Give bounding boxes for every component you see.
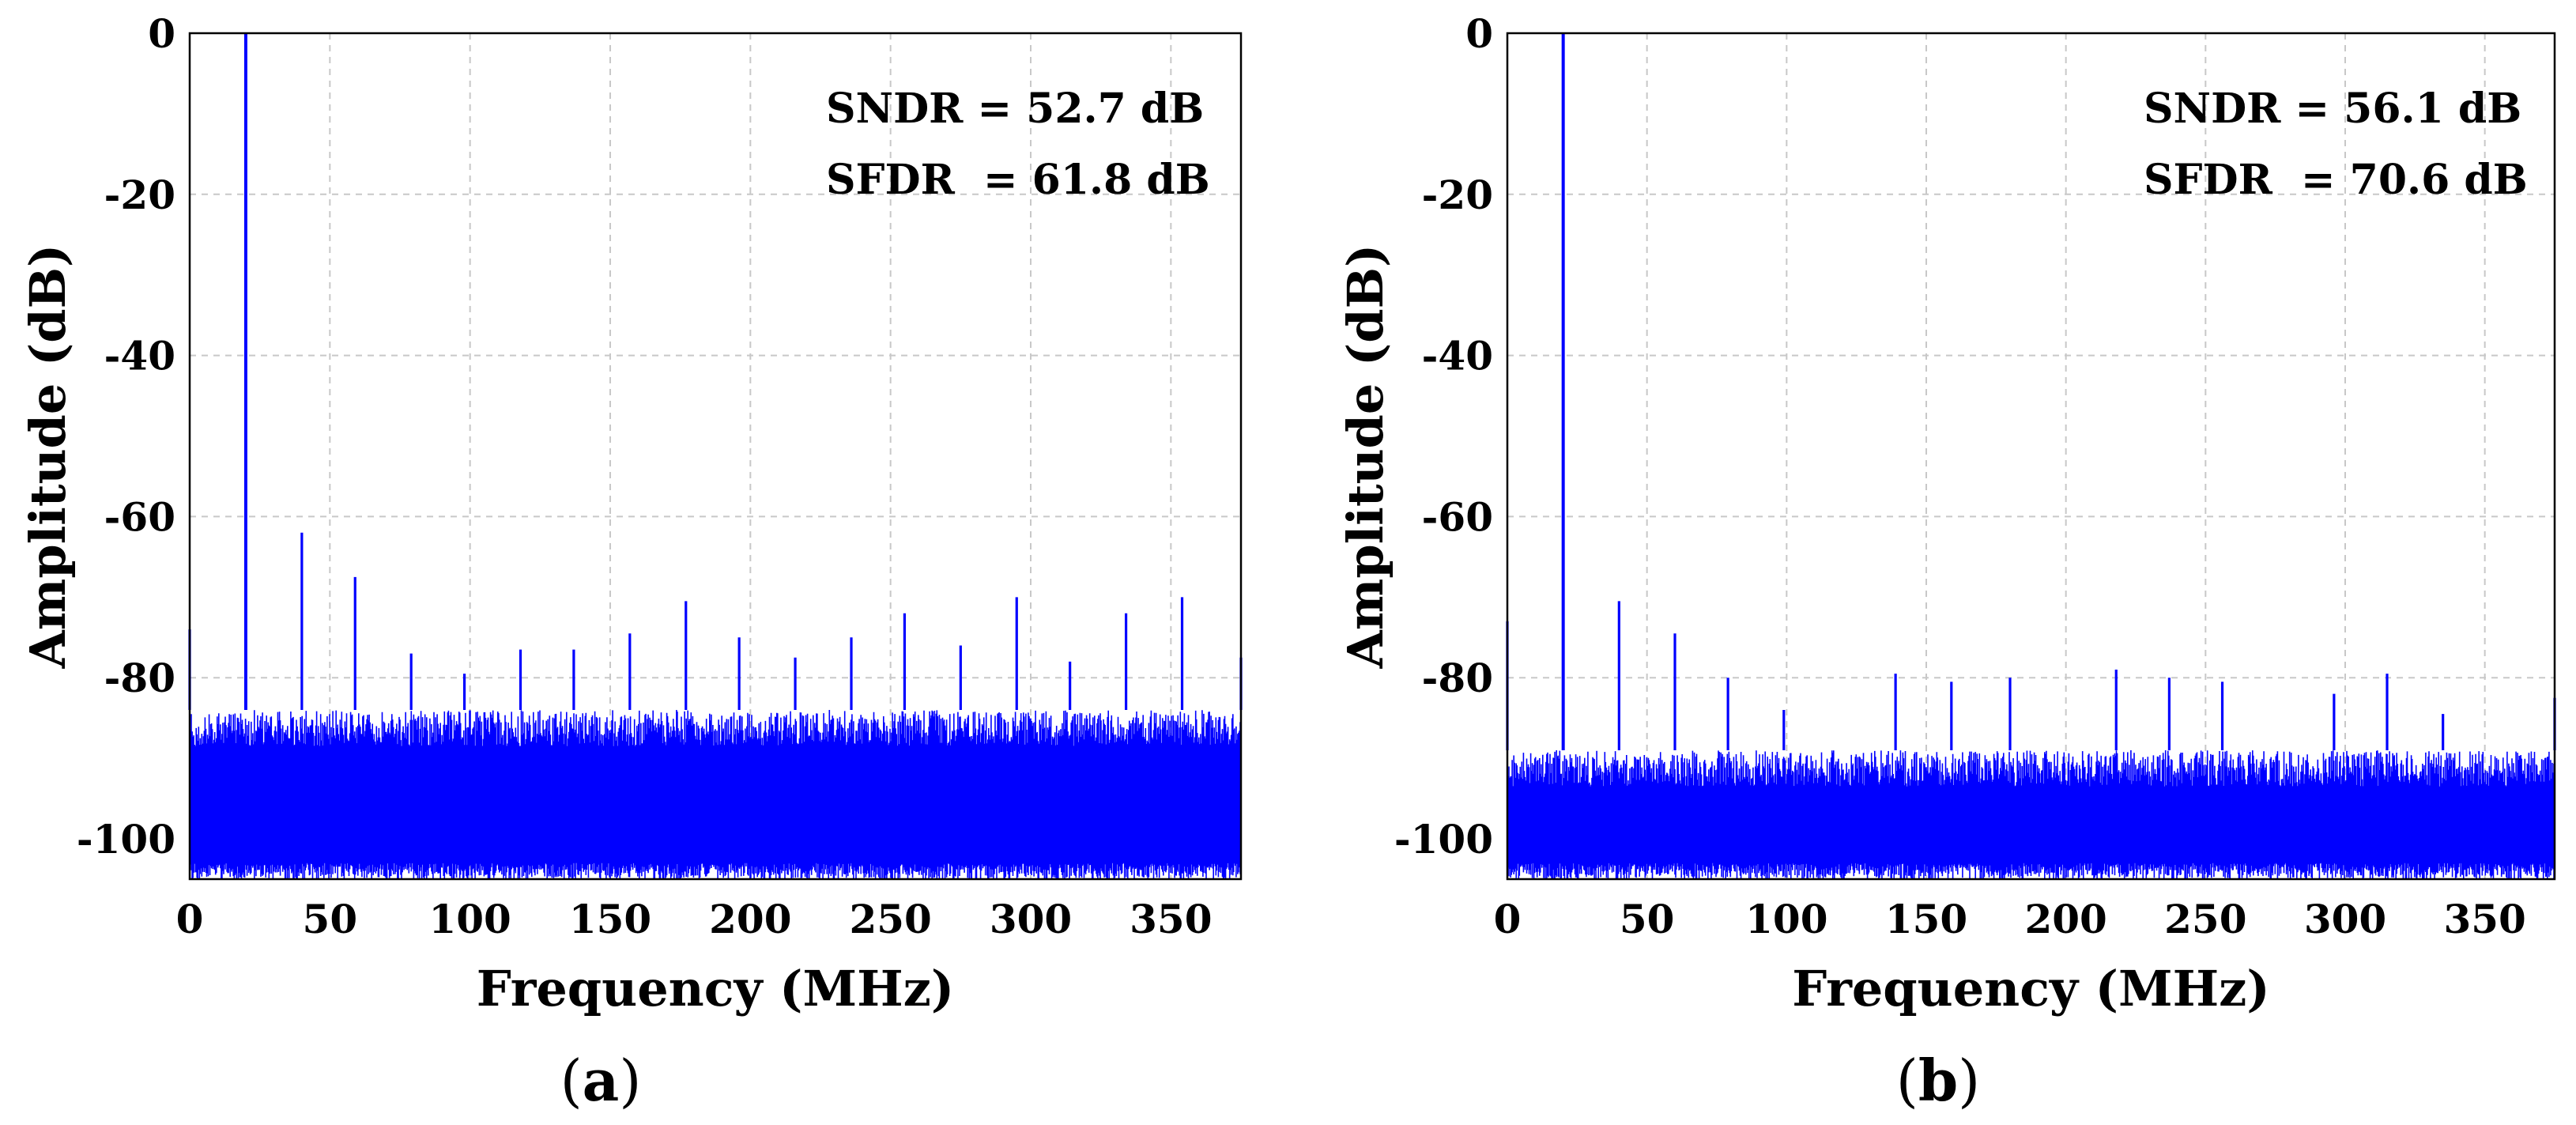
- plot-frame-b: [1506, 32, 2556, 881]
- x-tick-label-a: 350: [1130, 896, 1212, 942]
- chart-panel-b: 0 50 100 150 200 250 300 350 0 -20 -40 -60 -80 -100 S…: [1288, 0, 2576, 1125]
- y-tick-label-a: -80: [104, 655, 175, 701]
- noise-floor-a: [189, 710, 1242, 879]
- y-tick-label-a: -40: [104, 333, 175, 379]
- x-tick-label-b: 200: [2024, 896, 2106, 942]
- y-tick-label-a: 0: [148, 10, 175, 57]
- spectrum-chart-b: 0 50 100 150 200 250 300 350 0 -20 -40 -60 -80 -100 S…: [1337, 10, 2556, 1114]
- sndr-annotation-a: SNDR = 52.7 dB: [826, 85, 1204, 133]
- plot-frame-a: [188, 32, 1243, 881]
- x-tick-label-a: 50: [303, 896, 358, 942]
- sfdr-annotation-a: SFDR = 61.8 dB: [826, 156, 1210, 204]
- y-tick-label-b: -80: [1422, 655, 1493, 701]
- spectrum-trace-a: [188, 33, 1243, 879]
- grid-b: [1507, 33, 2555, 879]
- sfdr-annotation-b: SFDR = 70.6 dB: [2144, 156, 2528, 204]
- panel-label-b: b: [1918, 1047, 1958, 1114]
- x-tick-label-b: 100: [1745, 896, 1827, 942]
- x-tick-label-b: 300: [2304, 896, 2386, 942]
- y-tick-label-b: -60: [1422, 493, 1493, 540]
- y-axis-title-b: Amplitude (dB): [1337, 244, 1394, 670]
- y-tick-label-b: -40: [1422, 333, 1493, 379]
- sndr-annotation-b: SNDR = 56.1 dB: [2144, 85, 2521, 133]
- spectrum-chart-a: 0 50 100 150 200 250 300 350 0 -20 -40 -60 -80 -100 S…: [19, 10, 1243, 1114]
- y-tick-label-b: -20: [1422, 172, 1493, 218]
- x-tick-label-b: 150: [1885, 896, 1967, 942]
- panel-label-a: a: [583, 1047, 620, 1114]
- tick-labels-a: 0 50 100 150 200 250 300 350 0 -20 -40 -60 -80 -100: [77, 10, 1213, 942]
- noise-floor-b: [1507, 750, 2555, 879]
- x-tick-label-b: 50: [1620, 896, 1675, 942]
- x-tick-label-a: 250: [849, 896, 931, 942]
- x-tick-label-a: 200: [709, 896, 791, 942]
- x-tick-label-a: 100: [428, 896, 511, 942]
- x-tick-label-b: 350: [2443, 896, 2525, 942]
- x-tick-label-b: 0: [1494, 896, 1522, 942]
- y-tick-label-a: -100: [77, 816, 175, 863]
- y-axis-title-a: Amplitude (dB): [19, 244, 77, 670]
- x-axis-title-b: Frequency (MHz): [1792, 960, 2269, 1017]
- x-tick-label-a: 0: [176, 896, 204, 942]
- panel-caption-a: (a): [560, 1047, 642, 1114]
- tick-labels-b: 0 50 100 150 200 250 300 350 0 -20 -40 -60 -80 -100: [1394, 10, 2526, 942]
- chart-panel-a: 0 50 100 150 200 250 300 350 0 -20 -40 -60 -80 -100 S…: [19, 10, 1243, 1114]
- x-tick-label-a: 300: [990, 896, 1072, 942]
- y-tick-label-b: 0: [1465, 10, 1493, 57]
- x-tick-label-b: 250: [2164, 896, 2246, 942]
- x-axis-title-a: Frequency (MHz): [477, 960, 954, 1017]
- y-tick-label-a: -60: [104, 493, 175, 540]
- panel-caption-b: (b): [1896, 1047, 1981, 1114]
- y-tick-label-b: -100: [1394, 816, 1493, 863]
- x-tick-label-a: 150: [569, 896, 651, 942]
- y-tick-label-a: -20: [104, 172, 175, 218]
